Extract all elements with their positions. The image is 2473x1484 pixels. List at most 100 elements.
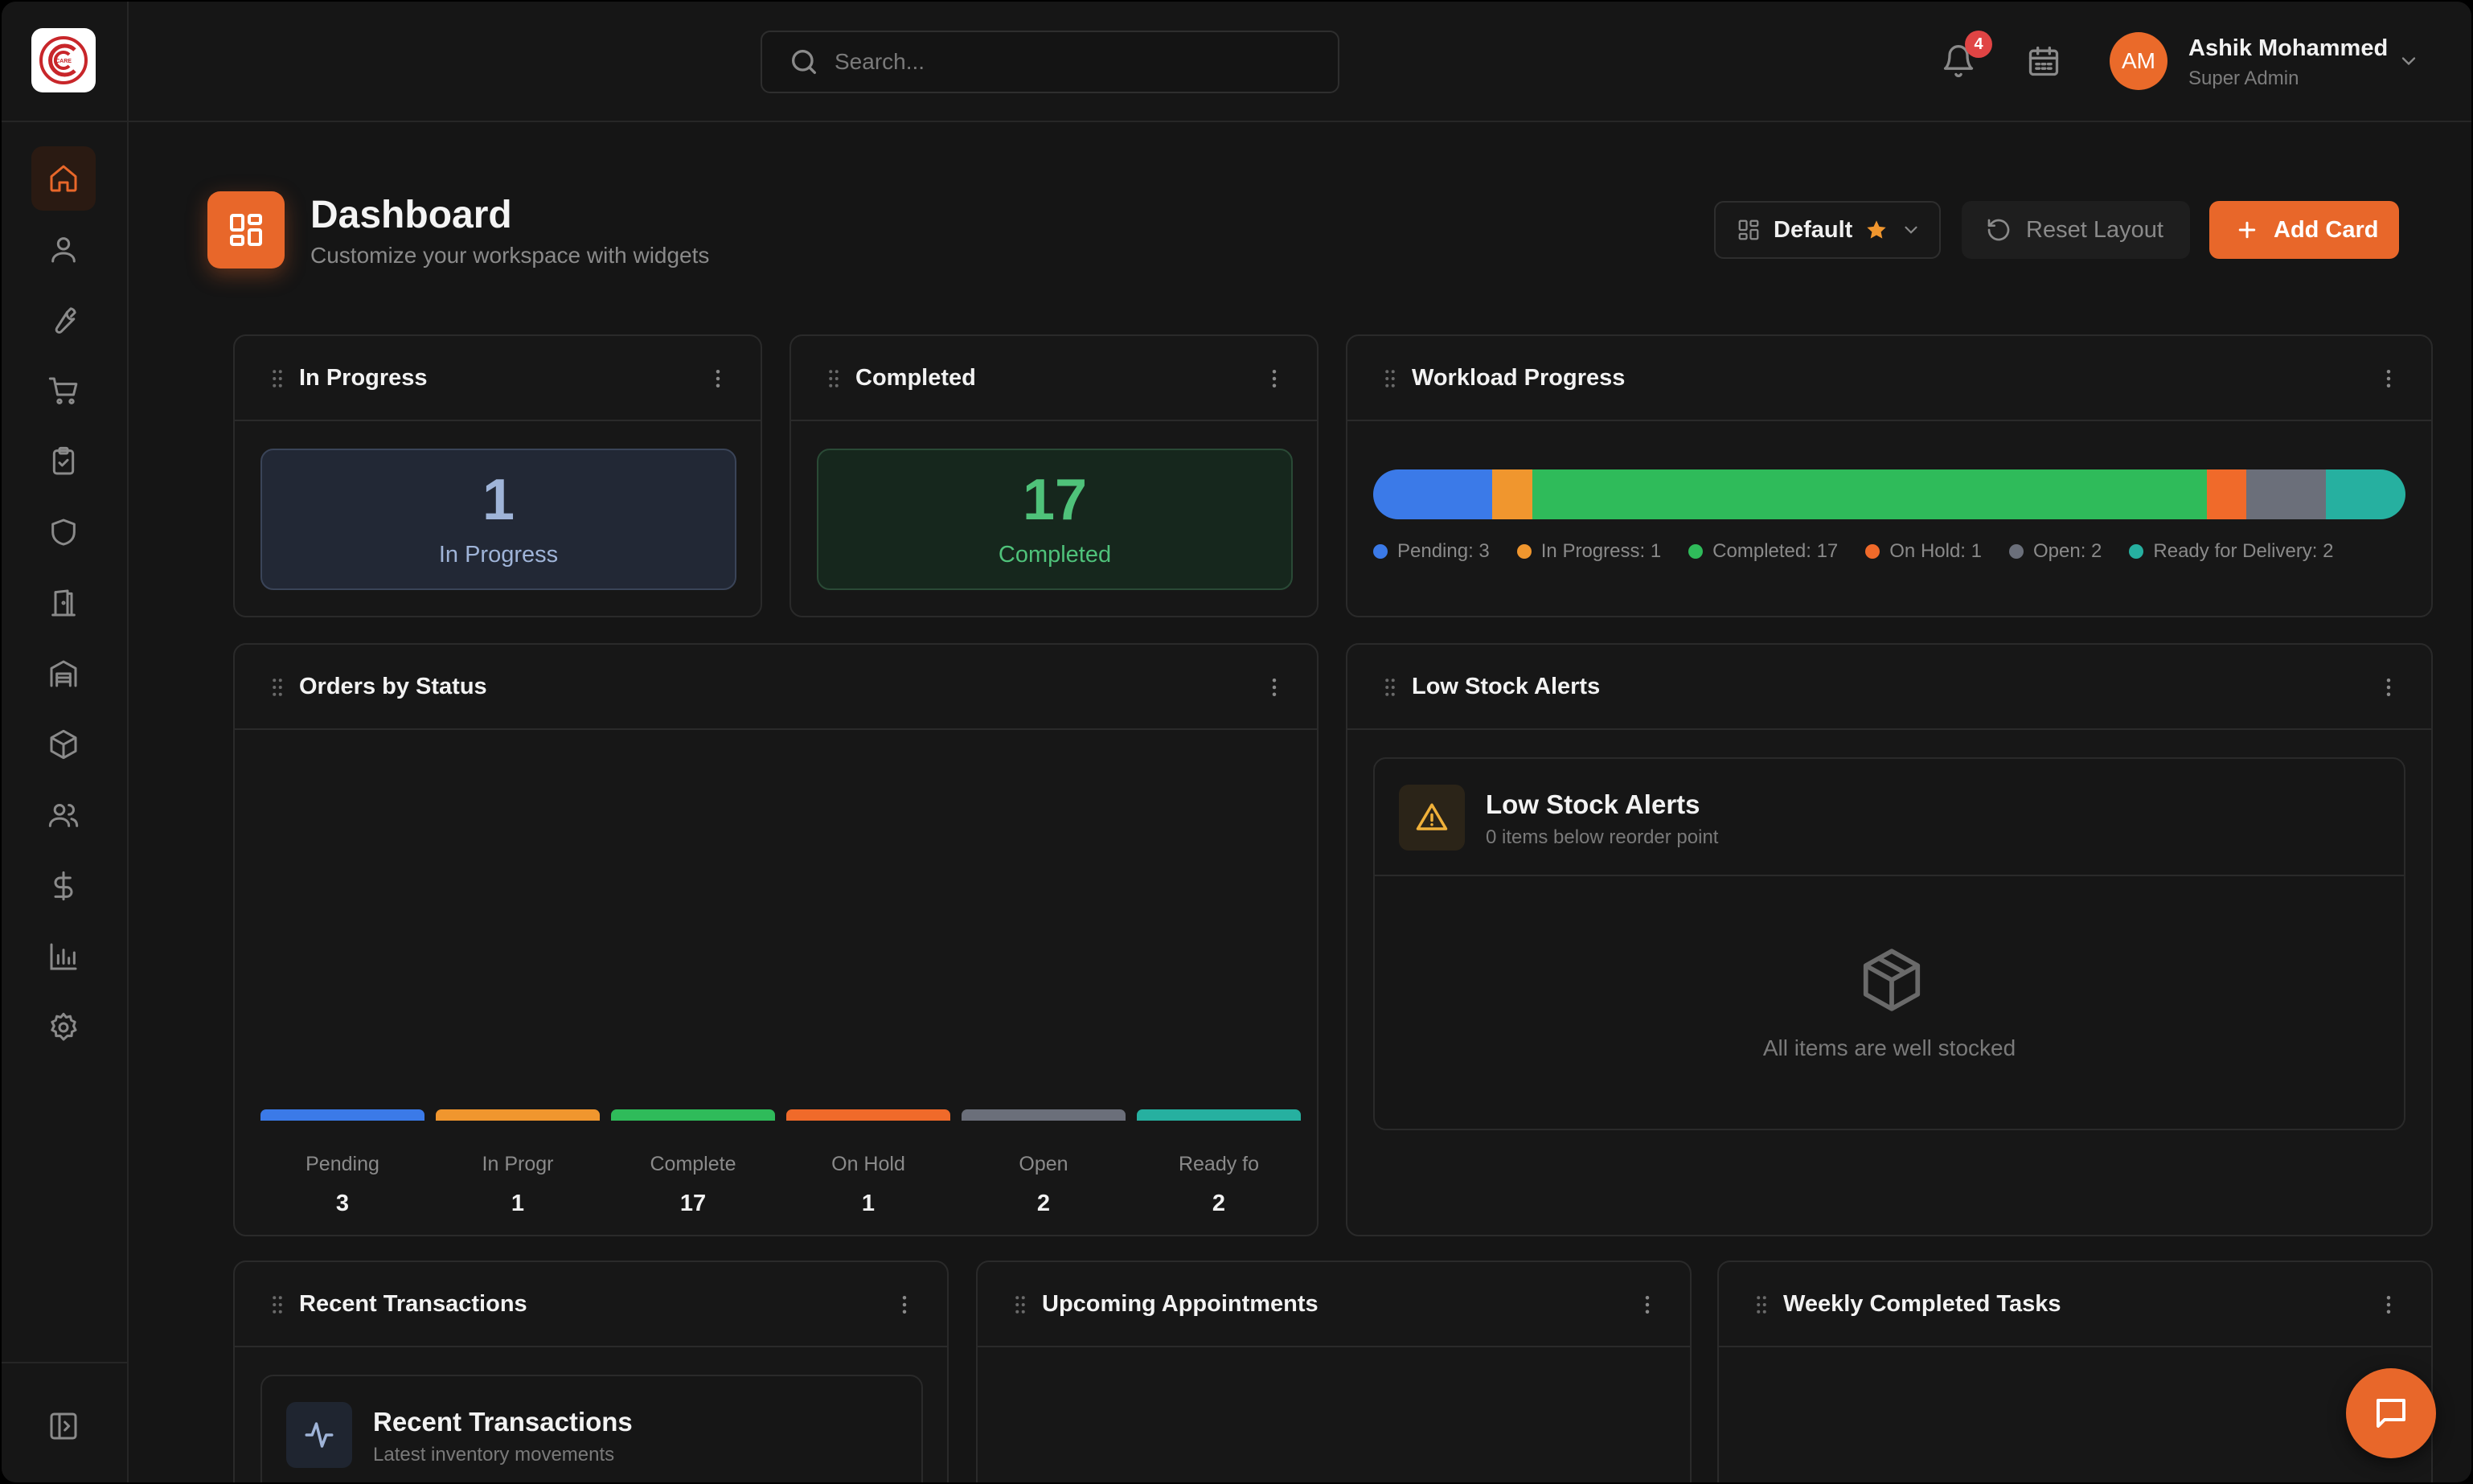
package-icon — [50, 729, 77, 760]
sidebar-item-home[interactable] — [31, 146, 96, 211]
more-vertical-icon[interactable] — [2377, 367, 2401, 391]
more-vertical-icon[interactable] — [2377, 675, 2401, 699]
divider — [1375, 875, 2404, 876]
more-vertical-icon[interactable] — [2377, 1293, 2401, 1317]
in-progress-card: In Progress 1 In Progress — [233, 334, 762, 617]
search-box[interactable] — [761, 31, 1339, 93]
status-column[interactable]: Open 2 — [962, 1109, 1126, 1217]
workload-progress-bar — [1373, 469, 2405, 519]
more-vertical-icon[interactable] — [1262, 367, 1286, 391]
chevron-down-icon — [1905, 226, 1917, 234]
search-input[interactable] — [835, 49, 1317, 75]
legend-label: Open: 2 — [2033, 540, 2102, 562]
sidebar-item-finance[interactable] — [31, 854, 96, 918]
sidebar-item-customers[interactable] — [31, 217, 96, 281]
status-bar — [611, 1109, 775, 1121]
appointments-card: Upcoming Appointments — [976, 1261, 1692, 1482]
legend-label: Ready for Delivery: 2 — [2153, 540, 2334, 562]
reset-layout-label: Reset Layout — [2026, 216, 2163, 243]
status-name: Open — [1019, 1153, 1068, 1175]
reset-layout-button[interactable]: Reset Layout — [1962, 201, 2190, 259]
drag-handle-icon[interactable] — [1749, 1293, 1774, 1317]
avatar[interactable]: AM — [2110, 32, 2167, 90]
user-name[interactable]: Ashik Mohammed — [2188, 35, 2389, 61]
drag-handle-icon[interactable] — [1378, 367, 1402, 391]
legend-dot — [2129, 544, 2144, 559]
layout-select-button[interactable]: Default — [1714, 201, 1941, 259]
sidebar-item-inventory[interactable] — [31, 712, 96, 777]
status-column[interactable]: On Hold 1 — [786, 1109, 950, 1217]
calendar-icon[interactable] — [2026, 43, 2061, 79]
sidebar-item-services[interactable] — [31, 288, 96, 352]
card-title: In Progress — [299, 365, 428, 391]
panel-subtitle: Latest inventory movements — [373, 1444, 615, 1466]
status-bar — [1137, 1109, 1301, 1121]
status-column[interactable]: Complete 17 — [611, 1109, 775, 1217]
layout-select-label: Default — [1774, 216, 1853, 243]
workload-legend: Pending: 3 In Progress: 1 Completed: 17 On … — [1373, 540, 2361, 563]
sidebar-toggle-icon[interactable] — [47, 1410, 80, 1442]
add-card-button[interactable]: Add Card — [2209, 201, 2399, 259]
sidebar-item-staff[interactable] — [31, 783, 96, 847]
drag-handle-icon[interactable] — [1008, 1293, 1032, 1317]
user-icon — [51, 237, 76, 263]
chat-button[interactable] — [2346, 1368, 2436, 1458]
plus-icon — [2238, 221, 2256, 239]
drag-handle-icon[interactable] — [822, 367, 846, 391]
status-value: 3 — [335, 1191, 350, 1216]
status-name: In Progr — [482, 1153, 554, 1175]
legend-item: Completed: 17 — [1688, 540, 1838, 563]
chevron-down-icon[interactable] — [2397, 50, 2420, 72]
card-header: Orders by Status — [235, 645, 1317, 730]
status-name: Complete — [650, 1153, 736, 1175]
cart-icon — [48, 377, 78, 405]
drag-handle-icon[interactable] — [1378, 675, 1402, 699]
card-header: Upcoming Appointments — [978, 1262, 1690, 1347]
user-role: Super Admin — [2188, 68, 2299, 89]
more-vertical-icon[interactable] — [706, 367, 730, 391]
legend-dot — [1865, 544, 1880, 559]
warning-icon — [1416, 803, 1448, 830]
more-vertical-icon[interactable] — [1635, 1293, 1659, 1317]
more-vertical-icon[interactable] — [1262, 675, 1286, 699]
sidebar-item-security[interactable] — [31, 500, 96, 564]
card-header: In Progress — [235, 336, 761, 421]
settings-icon — [51, 1012, 77, 1041]
top-bar: 4 AM Ashik Mohammed Super Admin — [129, 2, 2471, 122]
in-progress-stat: 1 In Progress — [260, 449, 736, 590]
card-header: Low Stock Alerts — [1347, 645, 2431, 730]
svg-text:CARE: CARE — [55, 59, 72, 64]
sidebar-item-bays[interactable] — [31, 571, 96, 635]
sidebar-item-reports[interactable] — [31, 924, 96, 989]
sidebar-item-orders[interactable] — [31, 359, 96, 423]
sidebar-item-settings[interactable] — [31, 995, 96, 1060]
card-header: Weekly Completed Tasks — [1719, 1262, 2431, 1347]
in-progress-value: 1 — [482, 467, 515, 532]
brand-logo[interactable]: CARE — [31, 28, 96, 92]
legend-item: Pending: 3 — [1373, 540, 1490, 563]
status-column[interactable]: Ready fo 2 — [1137, 1109, 1301, 1217]
sidebar-item-tasks[interactable] — [31, 429, 96, 494]
status-column[interactable]: In Progr 1 — [436, 1109, 600, 1217]
users-icon — [48, 804, 79, 827]
drag-handle-icon[interactable] — [265, 367, 289, 391]
sidebar-footer — [2, 1362, 129, 1482]
drag-handle-icon[interactable] — [265, 1293, 289, 1317]
status-column[interactable]: Pending 3 — [260, 1109, 424, 1217]
bell-icon[interactable] — [1941, 43, 1976, 79]
package-icon — [1863, 949, 1921, 1011]
page-title: Dashboard — [310, 194, 512, 236]
weekly-tasks-card: Weekly Completed Tasks — [1717, 1261, 2433, 1482]
card-header: Completed — [791, 336, 1317, 421]
legend-item: On Hold: 1 — [1865, 540, 1982, 563]
reset-icon — [1987, 219, 2010, 241]
workload-segment — [1492, 469, 1532, 519]
dollar-icon — [54, 871, 73, 901]
layout-grid-icon — [1738, 219, 1759, 240]
layout-grid-icon — [230, 214, 262, 246]
more-vertical-icon[interactable] — [892, 1293, 917, 1317]
completed-value: 17 — [1022, 467, 1088, 532]
sidebar-item-warehouse[interactable] — [31, 642, 96, 706]
status-name: Pending — [306, 1153, 379, 1175]
drag-handle-icon[interactable] — [265, 675, 289, 699]
